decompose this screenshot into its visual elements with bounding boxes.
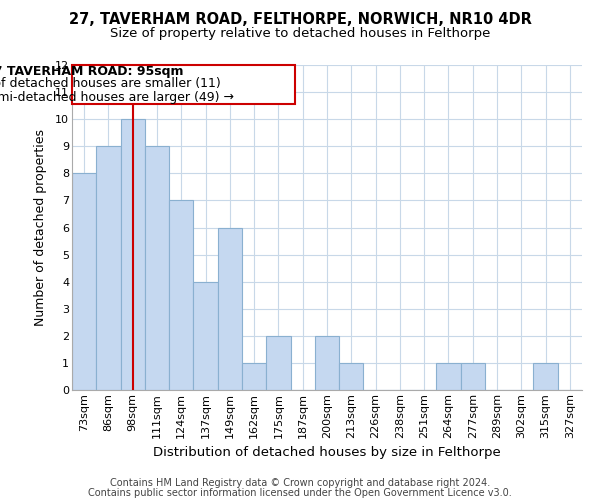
Bar [436,363,461,390]
Text: Size of property relative to detached houses in Felthorpe: Size of property relative to detached ho… [110,28,490,40]
Bar [193,282,218,390]
Bar [339,363,364,390]
Bar [242,363,266,390]
Y-axis label: Number of detached properties: Number of detached properties [34,129,47,326]
Bar [461,363,485,390]
Text: Contains public sector information licensed under the Open Government Licence v3: Contains public sector information licen… [88,488,512,498]
Bar [72,174,96,390]
Bar [145,146,169,390]
FancyBboxPatch shape [73,65,295,104]
X-axis label: Distribution of detached houses by size in Felthorpe: Distribution of detached houses by size … [153,446,501,459]
Bar [169,200,193,390]
Text: 80% of semi-detached houses are larger (49) →: 80% of semi-detached houses are larger (… [0,91,233,104]
Bar [121,119,145,390]
Text: ← 18% of detached houses are smaller (11): ← 18% of detached houses are smaller (11… [0,78,221,90]
Bar [218,228,242,390]
Bar [533,363,558,390]
Text: Contains HM Land Registry data © Crown copyright and database right 2024.: Contains HM Land Registry data © Crown c… [110,478,490,488]
Bar [266,336,290,390]
Text: 27, TAVERHAM ROAD, FELTHORPE, NORWICH, NR10 4DR: 27, TAVERHAM ROAD, FELTHORPE, NORWICH, N… [68,12,532,28]
Text: 27 TAVERHAM ROAD: 95sqm: 27 TAVERHAM ROAD: 95sqm [0,66,184,78]
Bar [96,146,121,390]
Bar [315,336,339,390]
